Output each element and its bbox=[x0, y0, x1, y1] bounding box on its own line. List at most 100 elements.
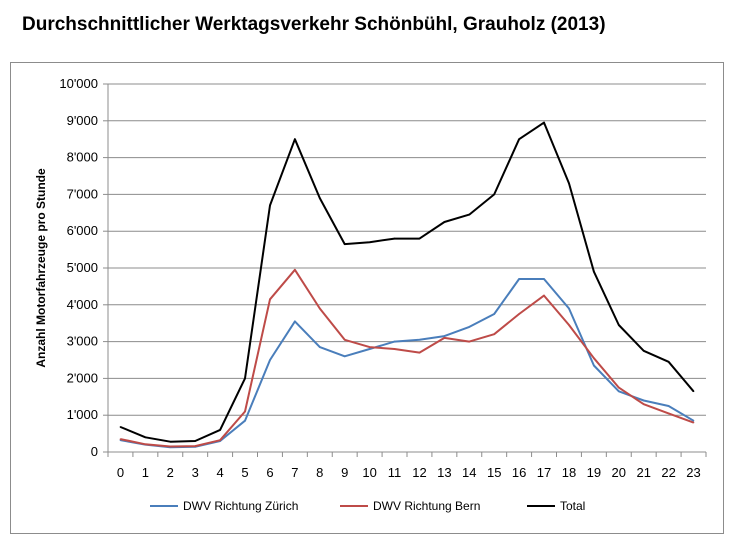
data-point bbox=[443, 221, 446, 223]
x-tick-label: 11 bbox=[388, 465, 402, 480]
data-point bbox=[144, 436, 147, 439]
chart-title: Durchschnittlicher Werktagsverkehr Schön… bbox=[22, 14, 606, 35]
y-tick-label: 3'000 bbox=[67, 334, 98, 349]
data-point bbox=[692, 421, 695, 424]
data-point bbox=[518, 313, 520, 315]
data-point bbox=[393, 348, 396, 350]
x-tick-label: 22 bbox=[661, 465, 675, 480]
y-tick-label: 8'000 bbox=[67, 150, 98, 165]
x-tick-label: 9 bbox=[341, 465, 348, 480]
data-point bbox=[642, 399, 645, 402]
data-point bbox=[593, 270, 595, 273]
data-point bbox=[294, 320, 296, 323]
data-point bbox=[518, 278, 520, 280]
x-axis-ticks: 0 1 2 3 4 5 6 7 8 9 10 11 12 13 14 15 16 17 18 19 20 21 22 23 bbox=[107, 452, 707, 480]
data-point bbox=[568, 324, 570, 326]
data-point bbox=[368, 348, 371, 350]
x-tick-label: 7 bbox=[291, 465, 298, 480]
data-point bbox=[468, 213, 471, 216]
x-tick-label: 2 bbox=[167, 465, 174, 480]
data-point bbox=[692, 390, 695, 393]
series-2 bbox=[119, 121, 695, 443]
data-point bbox=[194, 445, 197, 447]
y-tick-label: 1'000 bbox=[67, 407, 98, 422]
chart-frame bbox=[10, 62, 724, 534]
series-1 bbox=[119, 268, 695, 448]
data-point bbox=[343, 355, 346, 358]
x-tick-label: 8 bbox=[316, 465, 323, 480]
data-point bbox=[244, 410, 246, 413]
data-point bbox=[468, 340, 471, 343]
y-tick-label: 7'000 bbox=[67, 186, 98, 201]
data-point bbox=[568, 307, 570, 310]
data-point bbox=[169, 440, 172, 443]
x-tick-label: 17 bbox=[537, 465, 551, 480]
legend-label: DWV Richtung Zürich bbox=[183, 499, 298, 513]
data-point bbox=[269, 359, 271, 361]
x-tick-label: 23 bbox=[686, 465, 700, 480]
data-point bbox=[543, 121, 545, 124]
x-tick-label: 6 bbox=[266, 465, 273, 480]
data-point bbox=[443, 335, 446, 337]
x-tick-label: 19 bbox=[587, 465, 601, 480]
series-line bbox=[120, 121, 695, 443]
data-point bbox=[493, 313, 496, 315]
y-tick-label: 9'000 bbox=[67, 113, 98, 128]
data-point bbox=[269, 204, 271, 207]
data-point bbox=[667, 412, 670, 415]
data-point bbox=[418, 351, 421, 354]
data-point bbox=[418, 338, 421, 341]
x-tick-label: 16 bbox=[512, 465, 526, 480]
y-tick-label: 5'000 bbox=[67, 260, 98, 275]
legend-label: Total bbox=[560, 499, 585, 513]
data-point bbox=[393, 340, 396, 343]
data-point bbox=[393, 237, 396, 240]
gridlines bbox=[108, 83, 706, 416]
data-point bbox=[543, 294, 545, 297]
series-line bbox=[120, 268, 694, 448]
data-point bbox=[593, 364, 595, 367]
data-point bbox=[219, 429, 221, 431]
data-point bbox=[318, 346, 321, 348]
data-point bbox=[244, 377, 246, 380]
data-point bbox=[244, 419, 246, 422]
legend: DWV Richtung Zürich DWV Richtung Bern Tota… bbox=[150, 499, 585, 513]
data-point bbox=[318, 197, 321, 199]
x-tick-label: 20 bbox=[612, 465, 626, 480]
data-point bbox=[617, 324, 620, 326]
y-tick-label: 0 bbox=[91, 444, 98, 459]
x-tick-label: 5 bbox=[241, 465, 248, 480]
data-point bbox=[617, 386, 620, 389]
data-point bbox=[493, 333, 496, 336]
data-point bbox=[368, 346, 371, 348]
data-point bbox=[169, 445, 172, 448]
data-point bbox=[642, 350, 645, 352]
data-point bbox=[318, 307, 321, 310]
data-point bbox=[642, 403, 645, 405]
data-series bbox=[119, 121, 695, 449]
data-point bbox=[294, 138, 296, 140]
data-point bbox=[269, 298, 271, 301]
y-tick-label: 10'000 bbox=[59, 76, 98, 91]
x-tick-label: 13 bbox=[437, 465, 451, 480]
data-point bbox=[343, 243, 346, 245]
x-tick-label: 15 bbox=[487, 465, 501, 480]
data-point bbox=[617, 390, 620, 393]
data-point bbox=[692, 419, 695, 422]
data-point bbox=[667, 361, 670, 363]
x-tick-label: 18 bbox=[562, 465, 576, 480]
y-tick-label: 4'000 bbox=[67, 297, 98, 312]
series-line bbox=[120, 278, 695, 449]
x-tick-label: 14 bbox=[462, 465, 476, 480]
x-tick-label: 0 bbox=[117, 465, 124, 480]
data-point bbox=[493, 193, 496, 196]
x-tick-label: 21 bbox=[636, 465, 650, 480]
data-point bbox=[119, 438, 122, 440]
data-point bbox=[343, 338, 346, 341]
x-tick-label: 4 bbox=[217, 465, 224, 480]
x-tick-label: 3 bbox=[192, 465, 199, 480]
x-tick-label: 12 bbox=[412, 465, 426, 480]
data-point bbox=[568, 182, 570, 185]
x-tick-label: 10 bbox=[362, 465, 376, 480]
